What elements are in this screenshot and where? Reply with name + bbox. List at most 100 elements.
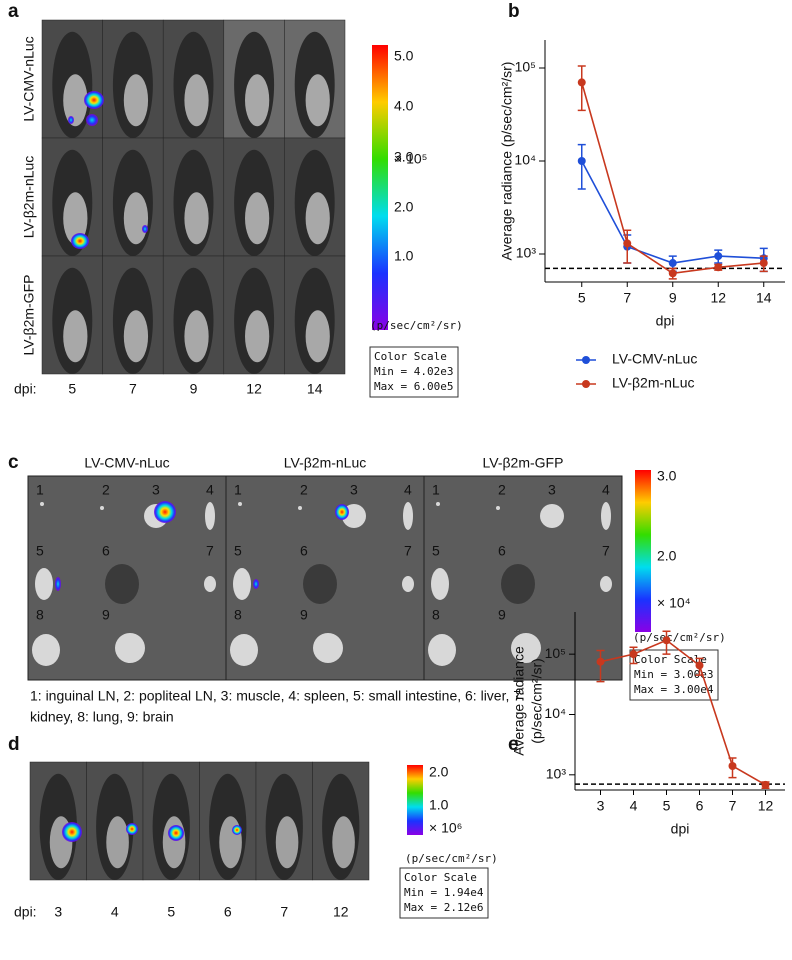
panel-label: c — [8, 452, 19, 473]
dpi-value: 7 — [280, 904, 288, 920]
dpi-value: 7 — [129, 381, 137, 397]
organ-number: 6 — [498, 543, 506, 559]
colorbar-tick-label: 3.0 — [657, 468, 677, 484]
error-bar — [577, 65, 586, 112]
color-scale-min: Min = 1.94e4 — [404, 886, 484, 899]
mouse-belly — [245, 74, 270, 127]
organ — [511, 633, 541, 663]
data-point — [577, 157, 586, 165]
mouse-belly — [275, 816, 299, 869]
colorbar — [407, 765, 423, 835]
signal — [55, 577, 61, 591]
signal — [142, 225, 148, 233]
organ-number: 9 — [102, 607, 110, 623]
organ-number: 1 — [234, 482, 242, 498]
data-point — [714, 263, 723, 272]
colorbar-multiplier: × 10⁴ — [657, 595, 691, 611]
colorbar-tick-label: 2.0 — [394, 199, 414, 215]
organ-number: 2 — [102, 482, 110, 498]
row-label: LV-CMV-nLuc — [21, 36, 37, 121]
mouse-belly — [245, 310, 270, 363]
organ-number: 3 — [548, 482, 556, 498]
organ — [313, 633, 343, 663]
series-line — [580, 82, 764, 275]
color-scale-box — [369, 346, 459, 398]
mouse-belly — [106, 816, 129, 869]
colorbar-multiplier: × 10⁶ — [429, 820, 462, 836]
mouse-belly — [245, 192, 270, 245]
mouse-belly — [219, 816, 242, 869]
y-axis-label: Average radiance — [511, 646, 527, 756]
error-bar — [577, 143, 586, 190]
data-point — [761, 780, 770, 789]
colorbar-tick-label: 1.0 — [429, 797, 449, 813]
colorbar-tick-label: 5.0 — [394, 48, 414, 64]
data-point — [668, 259, 677, 268]
legend-label: LV-CMV-nLuc — [612, 351, 697, 367]
legend-marker — [582, 380, 590, 388]
organ — [233, 568, 251, 600]
organ-number: 8 — [234, 607, 242, 623]
organ — [238, 502, 242, 506]
color-scale-max: Max = 3.00e4 — [634, 683, 714, 696]
data-point — [759, 259, 768, 268]
color-scale-max: Max = 6.00e5 — [374, 380, 453, 393]
organ — [402, 576, 414, 592]
signal — [71, 233, 89, 249]
organ-number: 2 — [300, 482, 308, 498]
organ-number: 5 — [36, 543, 44, 559]
x-tick-label: 7 — [729, 798, 737, 814]
row-label: LV-β2m-nLuc — [21, 156, 37, 239]
organ-number: 4 — [206, 482, 214, 498]
organ — [428, 634, 456, 666]
data-point — [662, 636, 671, 645]
color-scale-max: Max = 2.12e6 — [404, 901, 483, 914]
signal — [68, 116, 74, 124]
x-tick-label: 6 — [696, 798, 704, 814]
colorbar-multiplier: × 10⁵ — [394, 151, 427, 167]
error-bar — [596, 649, 605, 683]
x-tick-label: 7 — [623, 290, 631, 306]
colorbar-tick-label: 4.0 — [394, 98, 414, 114]
mouse-belly — [305, 74, 330, 127]
color-scale-box — [399, 867, 489, 919]
organ-number: 4 — [602, 482, 610, 498]
organ — [298, 506, 302, 510]
legend-marker — [582, 356, 590, 364]
y-axis-label: (p/sec/cm²/sr) — [529, 658, 545, 744]
organ — [205, 502, 215, 530]
y-axis-label: Average radiance (p/sec/cm²/sr) — [499, 62, 515, 261]
y-tick-label: 10⁴ — [544, 705, 566, 721]
color-scale-min: Min = 4.02e3 — [374, 365, 453, 378]
organ — [105, 564, 139, 604]
organ — [540, 504, 564, 528]
mouse-belly — [332, 816, 355, 869]
organ-number: 8 — [432, 607, 440, 623]
dpi-value: 14 — [307, 381, 323, 397]
colorbar-units: (p/sec/cm²/sr) — [633, 631, 726, 644]
organ-number: 9 — [498, 607, 506, 623]
series-line — [600, 639, 766, 786]
data-point — [668, 269, 677, 278]
organ-number: 5 — [432, 543, 440, 559]
x-tick-label: 5 — [663, 798, 671, 814]
data-point — [714, 252, 723, 261]
y-tick-label: 10³ — [516, 245, 537, 261]
organ — [501, 564, 535, 604]
data-point — [695, 661, 704, 670]
signal — [253, 579, 259, 589]
colorbar — [635, 470, 651, 632]
signal — [86, 114, 98, 126]
colorbar — [372, 45, 388, 330]
legend-label: LV-β2m-nLuc — [612, 375, 695, 391]
panel-label: b — [508, 1, 520, 22]
mouse-belly — [184, 310, 209, 363]
x-tick-label: 12 — [710, 290, 726, 306]
color-scale-title: Color Scale — [404, 871, 477, 884]
colorbar-tick-label: 1.0 — [394, 248, 414, 264]
color-scale-title: Color Scale — [374, 350, 447, 363]
mouse-belly — [162, 816, 186, 869]
organ — [32, 634, 60, 666]
organ-number: 7 — [602, 543, 610, 559]
organ — [115, 633, 145, 663]
